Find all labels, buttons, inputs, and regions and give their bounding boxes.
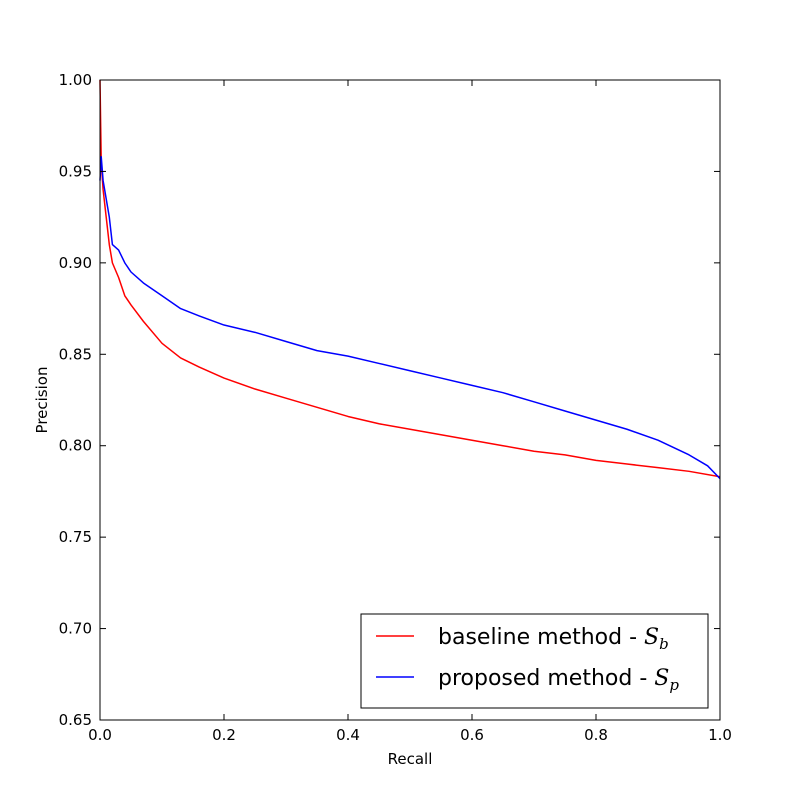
x-tick-label: 0.6 — [460, 726, 484, 744]
y-tick-label: 0.90 — [59, 254, 92, 272]
legend-box — [360, 613, 709, 709]
x-tick-label: 1.0 — [708, 726, 732, 744]
series-layer — [99, 79, 721, 480]
series-line-baseline — [99, 79, 721, 478]
legend-label-proposed: proposed method - Sp — [438, 666, 679, 694]
series-line-proposed — [99, 156, 721, 480]
x-tick-label: 0.0 — [88, 726, 112, 744]
legend: baseline method - Sb proposed method - Sp — [360, 613, 709, 709]
ticks-layer: 0.0 0.2 0.4 0.6 0.8 1.0 0.65 0.70 0.75 0.80 0.85 0.… — [59, 71, 732, 744]
legend-label-baseline: baseline method - Sb — [438, 625, 669, 653]
y-tick-label: 0.75 — [59, 528, 92, 546]
y-tick-label: 0.70 — [59, 620, 92, 638]
y-tick-label: 0.95 — [59, 162, 92, 180]
y-tick-label: 0.65 — [59, 711, 92, 729]
y-tick-label: 0.80 — [59, 437, 92, 455]
y-axis-label: Precision — [33, 367, 51, 434]
y-tick-label: 0.85 — [59, 345, 92, 363]
x-tick-label: 0.4 — [336, 726, 360, 744]
y-tick-label: 1.00 — [59, 71, 92, 89]
x-tick-label: 0.8 — [584, 726, 608, 744]
x-axis-label: Recall — [388, 750, 433, 768]
x-tick-label: 0.2 — [212, 726, 236, 744]
plot-frame — [99, 79, 721, 721]
